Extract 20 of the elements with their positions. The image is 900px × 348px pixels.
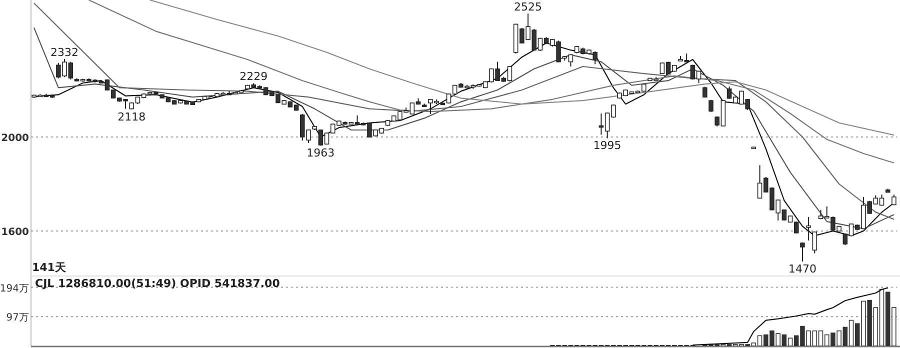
annotation: 2332 (50, 46, 79, 59)
candlestick (812, 231, 818, 254)
y-tick-label: 194万 (0, 283, 29, 294)
candlestick (708, 99, 714, 113)
candlestick (806, 216, 811, 241)
annotation: 1963 (306, 146, 335, 160)
candlestick (800, 242, 805, 262)
annotation: 2525 (514, 0, 542, 14)
line-series (692, 287, 888, 346)
y-tick-label: 97万 (6, 312, 29, 324)
y-tick-label: 1600 (1, 227, 30, 238)
annotation: 141天 (32, 261, 67, 274)
line-series (88, 0, 895, 164)
line-series (149, 0, 895, 136)
annotation: 2118 (118, 110, 146, 124)
chart-title: CJL 1286810.00(51:49) OPID 541837.00 (35, 277, 280, 290)
y-tick-label: 2000 (1, 133, 30, 144)
annotation: 2229 (240, 70, 268, 84)
annotation: 1470 (788, 262, 816, 276)
annotation: 1995 (593, 139, 622, 152)
